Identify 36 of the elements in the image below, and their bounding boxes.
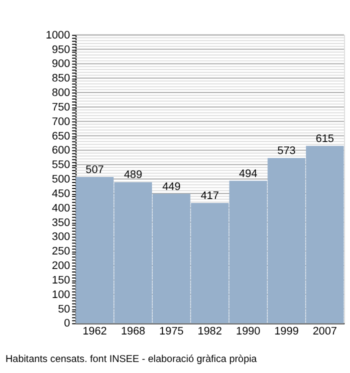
data-label: 449 <box>162 180 181 193</box>
x-tick-label: 1999 <box>274 326 299 338</box>
data-label: 507 <box>86 164 104 176</box>
x-tick-label: 1968 <box>120 326 146 338</box>
x-tick-label: 1962 <box>82 326 107 338</box>
y-tick-label: 400 <box>52 202 70 214</box>
x-tick-label: 1982 <box>198 326 222 338</box>
y-tick-label: 700 <box>52 116 70 128</box>
x-tick-label: 1990 <box>236 326 260 338</box>
y-tick-label: 900 <box>52 58 70 70</box>
y-tick-label: 650 <box>52 130 70 142</box>
y-tick-label: 350 <box>52 216 70 229</box>
y-tick-label: 600 <box>52 144 70 157</box>
y-tick-label: 800 <box>52 87 70 100</box>
y-tick-label: 1000 <box>46 29 70 42</box>
y-tick-label: 300 <box>52 231 70 244</box>
x-tick-label: 2007 <box>312 326 338 338</box>
y-tick-label: 200 <box>52 260 70 272</box>
data-label: 489 <box>124 169 142 182</box>
y-tick-label: 500 <box>52 174 70 186</box>
text: Habitants censats. font INSEE - elaboració gràfica pròpia <box>6 354 258 365</box>
y-tick-label: 100 <box>52 288 70 301</box>
x-tick-label: 1975 <box>159 326 184 338</box>
data-label: 573 <box>277 145 296 158</box>
y-tick-label: 750 <box>52 101 70 114</box>
data-label: 417 <box>200 190 219 202</box>
y-tick-label: 150 <box>52 274 70 286</box>
data-label: 615 <box>316 132 334 145</box>
y-tick-label: 550 <box>52 159 70 172</box>
y-tick-label: 450 <box>52 188 70 200</box>
data-label: 494 <box>239 168 258 180</box>
y-tick-label: 50 <box>58 303 70 316</box>
y-tick-label: 250 <box>52 246 70 258</box>
y-tick-label: 850 <box>52 72 70 85</box>
y-tick-label: 950 <box>52 44 70 56</box>
y-tick-label: 0 <box>64 318 70 330</box>
